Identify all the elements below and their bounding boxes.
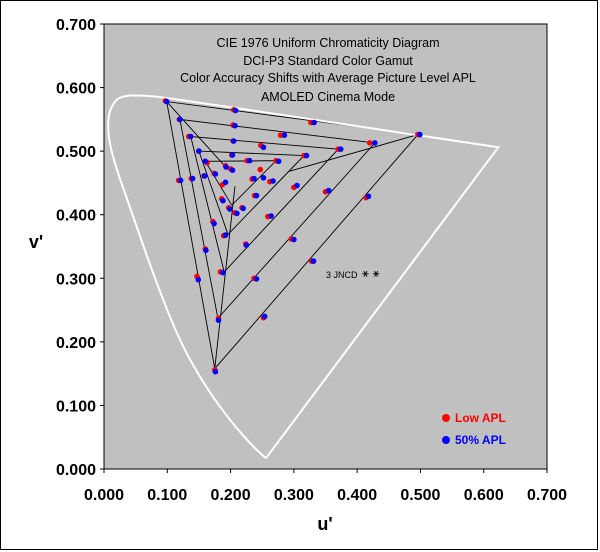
50-apl-point bbox=[222, 232, 229, 238]
y-tick-label: 0.400 bbox=[56, 208, 96, 225]
chart-title: CIE 1976 Uniform Chromaticity Diagram DC… bbox=[180, 36, 476, 104]
50-apl-point bbox=[251, 175, 257, 182]
gamut-spoke-1 bbox=[288, 134, 419, 172]
gamut-spoke-3 bbox=[214, 186, 236, 369]
axis-ticks: 0.000 0.100 0.200 0.300 0.400 0.500 0.600 0.700… bbox=[56, 17, 567, 504]
50-apl-point bbox=[243, 242, 250, 248]
50-apl-point bbox=[203, 247, 209, 254]
50-apl-point bbox=[163, 98, 170, 105]
gamut-triangle-2 bbox=[179, 118, 376, 320]
gamut-triangle-3 bbox=[190, 135, 340, 273]
50-apl-point bbox=[234, 210, 240, 217]
50-apl-point bbox=[177, 177, 184, 184]
title-line-3: Color Accuracy Shifts with Average Pictu… bbox=[180, 71, 476, 85]
x-tick-label: 0.600 bbox=[464, 487, 504, 504]
gamut-triangles bbox=[166, 101, 419, 370]
50-apl-point bbox=[220, 197, 226, 204]
50-apl-point bbox=[227, 206, 233, 212]
50-apl-point bbox=[240, 205, 246, 212]
x-tick-label: 0.700 bbox=[527, 487, 567, 504]
low-apl-point bbox=[367, 140, 373, 146]
50-apl-point bbox=[281, 132, 288, 138]
50-apl-point bbox=[261, 313, 268, 320]
legend-low-apl-marker bbox=[442, 414, 450, 422]
50-apl-point bbox=[220, 269, 226, 276]
title-line-4: AMOLED Cinema Mode bbox=[261, 90, 395, 104]
y-tick-label: 0.700 bbox=[56, 17, 96, 34]
x-tick-label: 0.300 bbox=[274, 487, 314, 504]
50-apl-point bbox=[260, 175, 267, 181]
data-points bbox=[162, 98, 423, 375]
x-axis-title: u' bbox=[317, 514, 332, 534]
50-apl-point bbox=[211, 220, 217, 227]
50-apl-point bbox=[177, 116, 183, 123]
jncd-annotation: 3 JNCD bbox=[326, 270, 358, 280]
50-apl-point bbox=[215, 317, 222, 324]
x-tick-label: 0.500 bbox=[400, 487, 440, 504]
50-apl-point bbox=[195, 276, 202, 283]
50-apl-point bbox=[325, 187, 332, 194]
50-apl-point bbox=[260, 144, 267, 151]
50-apl-point bbox=[196, 148, 202, 154]
50-apl-point bbox=[337, 146, 344, 152]
50-apl-point bbox=[291, 236, 297, 243]
50-apl-point bbox=[253, 192, 260, 199]
50-apl-point bbox=[417, 131, 423, 138]
plot-area bbox=[103, 23, 548, 470]
50-apl-point bbox=[202, 158, 209, 165]
spectral-locus bbox=[107, 94, 501, 459]
x-tick-label: 0.400 bbox=[337, 487, 377, 504]
jncd-star-marker bbox=[372, 270, 380, 277]
50-apl-point bbox=[253, 276, 260, 282]
50-apl-point bbox=[246, 157, 253, 164]
x-tick-label: 0.100 bbox=[147, 487, 187, 504]
50-apl-point bbox=[223, 164, 229, 170]
50-apl-point bbox=[229, 152, 236, 158]
legend-50-apl-label: 50% APL bbox=[455, 433, 506, 447]
jncd-markers bbox=[362, 270, 380, 277]
50-apl-point bbox=[212, 171, 219, 177]
50-apl-point bbox=[372, 140, 378, 146]
gamut-triangle-4 bbox=[198, 150, 306, 236]
50-apl-point bbox=[230, 138, 237, 144]
y-tick-label: 0.500 bbox=[56, 144, 96, 161]
50-apl-point bbox=[275, 158, 282, 165]
50-apl-point bbox=[229, 167, 236, 173]
50-apl-point bbox=[310, 258, 317, 264]
50-apl-point bbox=[365, 193, 372, 200]
50-apl-point bbox=[201, 173, 208, 179]
y-tick-label: 0.100 bbox=[56, 398, 96, 415]
y-tick-label: 0.000 bbox=[56, 462, 96, 479]
50-apl-point bbox=[268, 213, 274, 219]
50-apl-point bbox=[222, 179, 229, 186]
legend-low-apl-label: Low APL bbox=[455, 411, 506, 425]
50-apl-point bbox=[294, 182, 300, 189]
title-line-2: DCI-P3 Standard Color Gamut bbox=[243, 54, 413, 68]
y-axis-title: v' bbox=[29, 232, 43, 252]
y-tick-label: 0.600 bbox=[56, 81, 96, 98]
gamut-triangle-5 bbox=[204, 160, 278, 206]
title-line-1: CIE 1976 Uniform Chromaticity Diagram bbox=[217, 36, 440, 50]
50-apl-point bbox=[311, 119, 317, 126]
50-apl-point bbox=[232, 107, 239, 114]
x-tick-label: 0.000 bbox=[84, 487, 124, 504]
gamut-spoke-2 bbox=[166, 101, 228, 170]
spectral-locus-curve bbox=[107, 94, 501, 459]
50-apl-point bbox=[303, 152, 310, 159]
50-apl-point bbox=[187, 133, 194, 140]
jncd-star-marker bbox=[362, 270, 369, 277]
legend: Low APL 50% APL bbox=[442, 411, 506, 447]
50-apl-point bbox=[189, 175, 196, 182]
50-apl-point bbox=[212, 368, 219, 375]
50-apl-point bbox=[270, 178, 276, 184]
low-apl-point bbox=[257, 166, 264, 173]
50-apl-point bbox=[232, 122, 238, 129]
x-tick-label: 0.200 bbox=[211, 487, 251, 504]
y-tick-label: 0.200 bbox=[56, 335, 96, 352]
y-tick-label: 0.300 bbox=[56, 271, 96, 288]
legend-50-apl-marker bbox=[442, 436, 450, 444]
gamut-triangle-1 bbox=[166, 101, 419, 370]
